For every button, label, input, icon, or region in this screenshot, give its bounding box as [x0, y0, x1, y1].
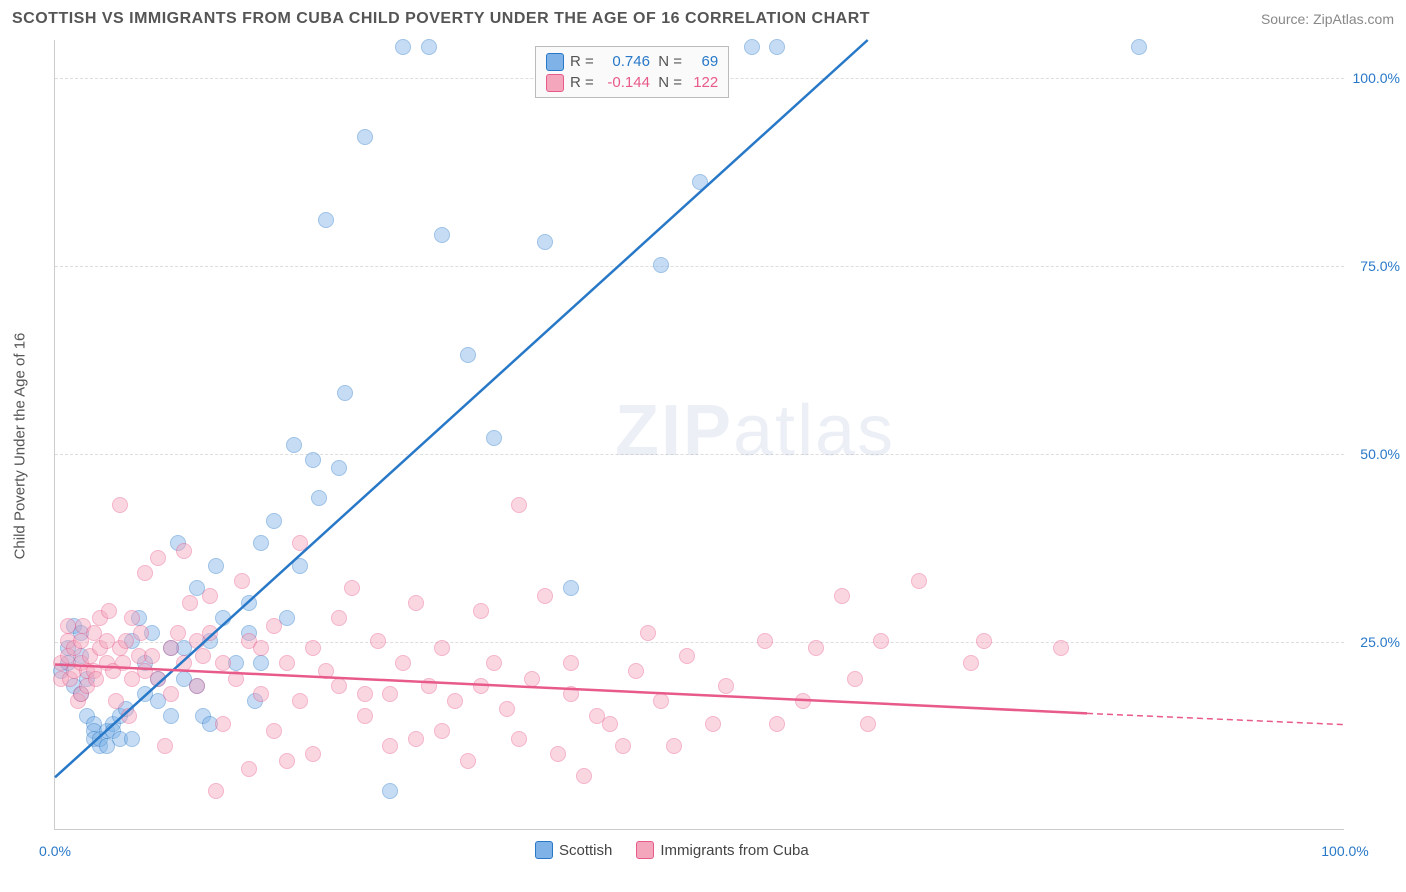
plot-area: 25.0%50.0%75.0%100.0%0.0%100.0%ZIPatlasR… [54, 40, 1344, 830]
y-tick-label: 25.0% [1348, 634, 1400, 650]
y-tick-label: 50.0% [1348, 446, 1400, 462]
y-tick-label: 100.0% [1348, 70, 1400, 86]
legend-item: Immigrants from Cuba [636, 841, 808, 859]
stats-row: R = 0.746 N = 69 [546, 51, 718, 72]
stats-row: R = -0.144 N = 122 [546, 72, 718, 93]
legend-label: Immigrants from Cuba [660, 842, 808, 859]
chart-title: SCOTTISH VS IMMIGRANTS FROM CUBA CHILD P… [12, 10, 870, 28]
y-axis-title: Child Poverty Under the Age of 16 [12, 333, 29, 560]
x-tick-label: 100.0% [1321, 843, 1368, 859]
legend-label: Scottish [559, 842, 612, 859]
legend-swatch [535, 841, 553, 859]
stats-text: R = 0.746 N = 69 [570, 51, 718, 72]
source-label: Source: ZipAtlas.com [1261, 11, 1394, 27]
legend-swatch [636, 841, 654, 859]
stats-legend: R = 0.746 N = 69R = -0.144 N = 122 [535, 46, 729, 98]
title-bar: SCOTTISH VS IMMIGRANTS FROM CUBA CHILD P… [12, 10, 1394, 28]
trendlines [55, 40, 1345, 830]
series-legend: Scottish Immigrants from Cuba [535, 841, 809, 859]
x-tick-label: 0.0% [39, 843, 71, 859]
legend-swatch [546, 53, 564, 71]
y-tick-label: 75.0% [1348, 258, 1400, 274]
stats-text: R = -0.144 N = 122 [570, 72, 718, 93]
chart-container: SCOTTISH VS IMMIGRANTS FROM CUBA CHILD P… [0, 0, 1406, 892]
legend-swatch [546, 74, 564, 92]
legend-item: Scottish [535, 841, 612, 859]
